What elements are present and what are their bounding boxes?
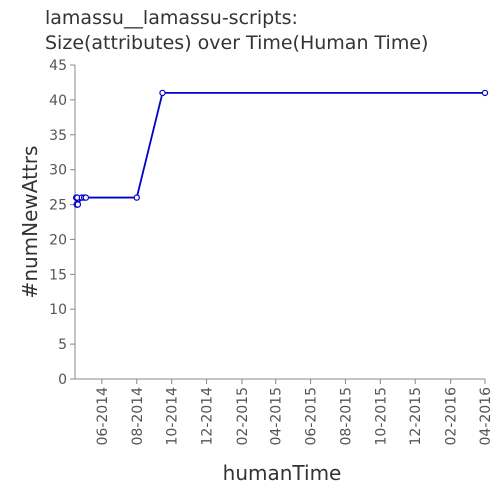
series-layer: [72, 89, 489, 208]
y-axis-title: #numNewAttrs: [18, 146, 42, 299]
data-point: [133, 194, 140, 201]
x-axis-title: humanTime: [223, 461, 342, 485]
x-tick-label: 06-2014: [95, 387, 111, 446]
y-tick-label: 35: [49, 128, 67, 144]
x-tick-label: 04-2016: [478, 387, 494, 446]
y-tick-label: 10: [49, 302, 67, 318]
y-tick-label: 25: [49, 198, 67, 214]
x-tick-label: 04-2015: [269, 387, 285, 446]
x-tick-label: 02-2016: [444, 387, 460, 446]
x-tick-label: 02-2015: [235, 387, 251, 446]
data-point: [74, 201, 82, 208]
x-tick-label: 12-2015: [408, 387, 424, 446]
y-tick-label: 30: [49, 163, 67, 179]
chart-title: lamassu__lamassu-scripts: Size(attribute…: [45, 6, 428, 56]
series-line: [75, 92, 485, 208]
data-point: [159, 89, 166, 97]
axes: [74, 65, 485, 380]
x-tick-label: 08-2014: [130, 387, 146, 446]
chart-title-line-2: Size(attributes) over Time(Human Time): [45, 32, 429, 54]
chart-title-line-1: lamassu__lamassu-scripts:: [45, 7, 298, 29]
x-tick-label: 06-2015: [304, 387, 320, 446]
x-tick-label: 10-2015: [373, 387, 389, 446]
y-tick-label: 20: [49, 232, 67, 248]
y-tick-label: 40: [49, 93, 67, 109]
x-tick-label: 10-2014: [165, 387, 181, 446]
y-tick-label: 0: [58, 372, 67, 388]
x-tick-label: 12-2014: [200, 387, 216, 446]
y-tick-label: 15: [49, 267, 67, 283]
y-tick-label: 5: [58, 337, 67, 353]
tick-group: 0 5 10 15 20 25 30 35 40 45 06-2014 08-2014 10-2014 1…: [49, 58, 494, 446]
data-point: [82, 194, 90, 201]
y-tick-label: 45: [49, 58, 67, 74]
data-point: [481, 89, 489, 97]
x-tick-label: 08-2015: [338, 387, 354, 446]
